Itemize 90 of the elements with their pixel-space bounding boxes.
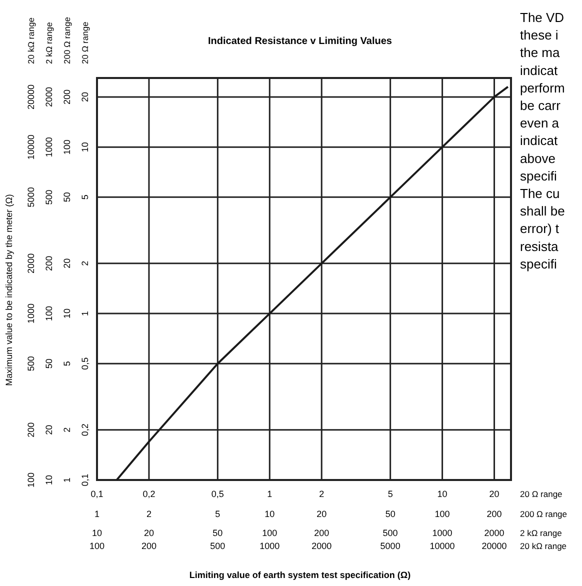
text: resista [520,238,560,254]
text: 1 [62,477,72,483]
text: 100 [262,528,278,538]
text: 50 [385,509,396,519]
text: 100 [26,472,36,488]
text: 2000 [44,86,54,107]
text: 20 kΩ range [520,541,567,551]
y-tick-label: 0,1 [80,474,90,486]
text: perform [520,80,565,96]
text: 10 [92,528,102,538]
text: 1000 [432,528,452,538]
text: 200 [44,256,54,271]
text: 10 [44,474,54,486]
text: 100 [44,306,54,322]
text: error) t [520,221,560,236]
text: 5000 [380,541,400,551]
y-tick-label: 10 [80,142,90,152]
text: 20 [316,509,327,519]
y-tick-label: 5 [80,194,90,200]
y-tick-label: 1 [80,311,90,316]
text: indicat [520,62,558,78]
text: 20 [144,528,154,538]
x-tick-label: 1 [267,489,272,499]
text: 2000 [484,528,504,538]
text: 5 [215,509,220,519]
text: 200 [486,509,502,519]
text: 50 [212,528,223,538]
text: specifi [520,256,557,272]
text: 200 Ω range [62,16,72,64]
x-tick-label: 10 [437,489,448,499]
y-tick-label: 20 [80,92,90,102]
text: 2 kΩ range [44,22,54,64]
x-tick-label: 0,2 [142,489,156,499]
text: be carr [520,98,562,113]
text: 2 [146,509,152,519]
y-tick-label: 0,2 [80,424,90,436]
text: 200 [141,541,156,551]
text: even a [520,116,560,131]
x-tick-label: 0,5 [211,489,224,499]
x-tick-label: 0,1 [90,489,104,499]
chart-title: Indicated Resistance v Limiting Values [208,36,392,47]
text: 2000 [26,253,36,274]
text: 500 [26,356,36,372]
text: 10 [264,509,275,519]
text: 20000 [26,84,36,110]
text: 10000 [26,134,36,160]
text: The cu [520,186,560,201]
text: 20 [62,258,72,268]
text: 200 [62,89,72,104]
text: shall be [520,204,565,219]
text: specifi [520,168,557,184]
x-tick-label: 2 [319,489,324,499]
text: 20 Ω range [80,21,90,64]
text: 1000 [44,137,54,158]
text: 20 Ω range [520,489,563,499]
x-tick-label: 20 [489,489,500,499]
text: these i [520,28,558,43]
y-tick-label: 2 [80,260,90,266]
text: 10 [62,308,72,319]
text: 5 [62,361,72,366]
text: 5000 [26,187,36,208]
text: 500 [382,528,398,538]
text: 1000 [26,304,36,324]
text: Maximum value to be indicated by the meter (Ω) [4,194,14,386]
text: indicat [520,133,558,148]
text: 1000 [260,541,280,551]
text: 20 [44,424,54,435]
text: The VD [520,10,564,25]
text: 200 [26,422,36,438]
text: 2 kΩ range [520,528,562,538]
text: 100 [89,541,105,551]
text: Limiting value of earth system test specification (Ω) [189,570,411,580]
text: above [520,150,556,166]
y-tick-label: 0,5 [80,357,90,370]
text: 200 [314,528,330,538]
text: 2 [62,427,72,432]
text: 100 [62,140,72,155]
text: 1 [94,509,100,519]
text: 200 Ω range [520,509,568,519]
text: 500 [44,190,54,205]
text: 2000 [312,541,332,551]
text: 50 [44,358,54,369]
text: 10000 [430,541,455,551]
x-tick-label: 5 [388,489,393,499]
text: 500 [210,541,226,551]
text: 20 kΩ range [26,17,36,64]
text: 20000 [482,541,507,551]
text: the ma [520,45,561,60]
text: 50 [62,192,72,202]
text: 100 [434,509,450,519]
